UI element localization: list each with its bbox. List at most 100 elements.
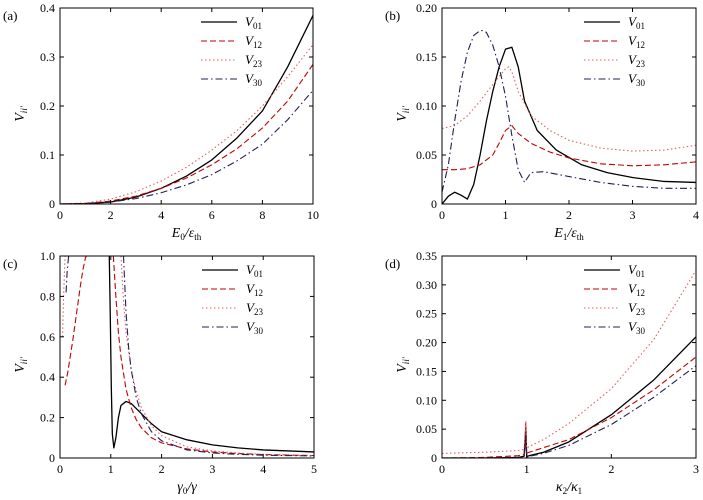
panel-d: 0 1 2 3 0 0.05 0.10 0.15 0.20 0.25 0.30 0.35 (d) κ2/κ… <box>385 249 699 496</box>
series-line-01 <box>442 46 696 204</box>
x-tick-label: 1 <box>524 462 530 476</box>
x-axis-label: κ2/κ1 <box>556 480 582 496</box>
y-tick-label: 0.20 <box>416 336 437 350</box>
y-tick-label: 0 <box>431 197 437 211</box>
legend-entry-12: V12 <box>246 281 263 298</box>
legend-entry-23: V23 <box>246 300 263 317</box>
y-tick-label: 0 <box>49 197 55 211</box>
panel-label: (a) <box>3 8 17 23</box>
y-tick-label: 0.2 <box>40 411 55 425</box>
legend-entry-23: V23 <box>628 52 645 69</box>
legend-entry-30: V30 <box>628 71 645 88</box>
legend-entry-30: V30 <box>628 319 645 336</box>
x-tick-label: 2 <box>159 462 165 476</box>
legend-entry-01: V01 <box>628 14 645 31</box>
x-tick-label: 6 <box>209 208 215 222</box>
series-line-01 <box>60 15 313 204</box>
x-tick-label: 2 <box>608 462 614 476</box>
x-tick-label: 3 <box>630 208 636 222</box>
panel-c: 0 1 2 3 4 500.20.40.60.81.0(c)γ0/γVii'V01V12V… <box>3 249 317 496</box>
series-line-30 <box>442 365 696 458</box>
series-line-12-branch2 <box>112 256 314 457</box>
series-group <box>442 29 696 204</box>
y-tick-label: 0 <box>49 451 55 465</box>
legend-entry-30: V30 <box>246 319 263 336</box>
legend: V01 V12 V23 V30 <box>584 262 645 336</box>
x-tick-label: 10 <box>307 208 319 222</box>
x-tick-label: 0 <box>439 462 445 476</box>
panel-label: (b) <box>385 8 400 23</box>
y-tick-label: 0.15 <box>416 364 437 378</box>
y-tick-label: 0.8 <box>40 289 55 303</box>
x-tick-label: 8 <box>259 208 265 222</box>
legend-entry-12: V12 <box>628 281 645 298</box>
panel-b: 0 1 2 3 4 0 0.05 0.10 0.15 0.20 (b) E1/εth Vii' V01 V1… <box>385 1 699 242</box>
y-tick-label: 0.10 <box>416 99 437 113</box>
y-tick-label: 0.10 <box>416 393 437 407</box>
panel-label: (d) <box>385 256 400 271</box>
legend-entry-23: V23 <box>628 300 645 317</box>
legend-entry-01: V01 <box>628 262 645 279</box>
series-line-23-branch2 <box>120 256 314 457</box>
legend-entry-12: V12 <box>245 33 262 50</box>
y-tick-label: 0.4 <box>40 1 55 15</box>
panel-label: (c) <box>3 256 17 271</box>
series-line-23 <box>442 270 696 454</box>
panel-a: 0 2 4 6 8 1000.10.20.30.4(a)E0/εthVii'V01V12V… <box>3 1 319 242</box>
x-tick-label: 0 <box>57 208 63 222</box>
y-tick-label: 0.6 <box>40 330 55 344</box>
series-group <box>60 15 313 204</box>
y-tick-label: 0.05 <box>416 422 437 436</box>
x-tick-label: 5 <box>311 462 317 476</box>
legend-entry-30: V30 <box>245 71 262 88</box>
series-line-01 <box>108 256 314 453</box>
x-axis-label: E1/εth <box>553 226 584 242</box>
series-line-23 <box>442 66 696 152</box>
series-group <box>442 270 696 458</box>
y-tick-label: 1.0 <box>40 249 55 263</box>
x-tick-label: 4 <box>158 208 164 222</box>
series-line-12 <box>64 256 87 386</box>
series-line-23 <box>60 44 313 204</box>
y-axis-label: Vii' <box>395 356 411 373</box>
y-tick-label: 0.1 <box>40 148 55 162</box>
y-tick-label: 0.30 <box>416 278 437 292</box>
series-line-12 <box>442 125 696 171</box>
y-axis-label: Vii' <box>13 356 29 373</box>
legend: V01 V12 V23 V30 <box>201 14 262 88</box>
x-tick-label: 0 <box>439 208 445 222</box>
y-tick-label: 0.35 <box>416 249 437 263</box>
x-tick-label: 4 <box>260 462 266 476</box>
legend-entry-23: V23 <box>245 52 262 69</box>
legend: V01 V12 V23 V30 <box>202 262 263 336</box>
series-line-30 <box>65 256 70 293</box>
series-line-30 <box>442 29 696 193</box>
series-group <box>61 256 314 457</box>
series-line-12 <box>60 64 313 204</box>
legend-entry-12: V12 <box>628 33 645 50</box>
plot-frame <box>441 7 697 205</box>
plot-frame <box>59 255 315 459</box>
y-tick-label: 0.4 <box>40 370 55 384</box>
plot-frame <box>441 255 697 459</box>
x-tick-label: 4 <box>693 208 699 222</box>
legend-entry-01: V01 <box>246 262 263 279</box>
y-tick-label: 0.20 <box>416 1 437 15</box>
y-axis-label: Vii' <box>13 105 29 122</box>
x-tick-label: 3 <box>693 462 699 476</box>
x-axis-label: E0/εth <box>171 226 202 242</box>
legend: V01 V12 V23 V30 <box>584 14 645 88</box>
x-axis-label: γ0/γ <box>177 480 197 496</box>
series-line-30-branch2 <box>122 256 314 457</box>
plot-frame <box>59 7 314 205</box>
x-tick-label: 0 <box>57 462 63 476</box>
y-axis-label: Vii' <box>395 105 411 122</box>
y-tick-label: 0 <box>431 451 437 465</box>
y-tick-label: 0.05 <box>416 148 437 162</box>
x-tick-label: 2 <box>566 208 572 222</box>
legend-entry-01: V01 <box>245 14 262 31</box>
x-tick-label: 3 <box>209 462 215 476</box>
y-tick-label: 0.2 <box>40 99 55 113</box>
x-tick-label: 1 <box>503 208 509 222</box>
series-line-12 <box>442 356 696 458</box>
